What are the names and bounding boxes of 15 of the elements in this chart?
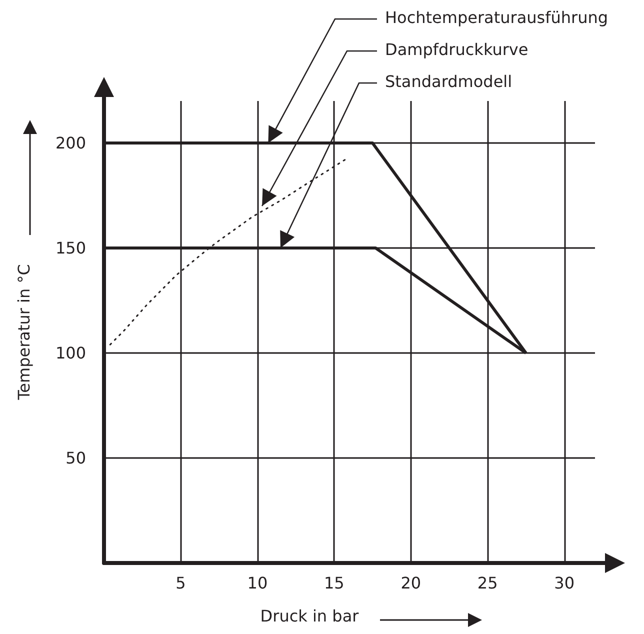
annotation: Dampfdruckkurve [385, 40, 528, 59]
x-tick-label: 20 [400, 574, 422, 592]
annotation: Hochtemperaturausführung [385, 8, 608, 27]
x-tick-label: 30 [554, 574, 574, 592]
y-tick-label: 50 [66, 448, 86, 468]
x-tick-label: 5 [176, 574, 186, 592]
x-tick-label: 10 [247, 574, 268, 592]
x-axis-title: Druck in bar [260, 606, 360, 626]
x-tick-label: 15 [324, 574, 344, 592]
y-tick-label: 200 [55, 134, 86, 152]
y-tick-label: 100 [55, 344, 86, 362]
y-tick-label: 150 [55, 238, 86, 258]
x-tick-label: 25 [477, 574, 498, 592]
y-axis-title: Temperatur in °C [14, 264, 34, 401]
annotation: Standardmodell [385, 72, 512, 91]
